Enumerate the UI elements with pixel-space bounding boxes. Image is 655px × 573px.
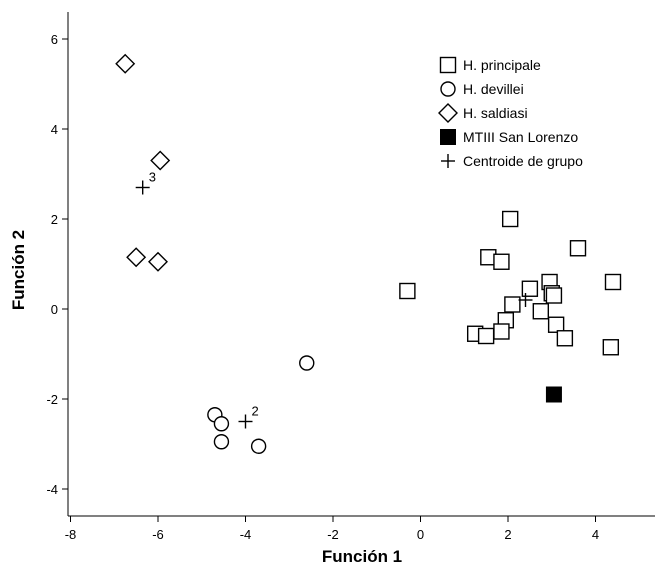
x-tick-label: 4 xyxy=(592,527,599,542)
point-h-principale xyxy=(556,330,574,347)
x-axis-title: Función 1 xyxy=(322,547,402,566)
axes: -8 -6 -4 -2 0 2 4 -4 -2 0 2 4 6 xyxy=(46,12,655,542)
point-h-saldiasi xyxy=(148,251,168,272)
point-h-principale xyxy=(477,327,495,345)
point-h-principale xyxy=(493,253,510,270)
point-centroide-de-grupo xyxy=(518,293,533,307)
point-h-principale xyxy=(602,339,620,356)
legend-marker xyxy=(441,154,455,168)
point-h-principale xyxy=(521,280,539,297)
point-centroide-de-grupo xyxy=(238,414,253,429)
y-tick-label: -4 xyxy=(46,482,58,497)
point-h-principale xyxy=(547,316,565,333)
x-tick-label: -8 xyxy=(65,527,77,542)
legend: H. principale H. devillei H. saldiasi MTIII… xyxy=(438,56,583,169)
legend-marker xyxy=(440,129,456,145)
point-mtiii-san-lorenzo xyxy=(545,386,562,403)
centroid-label: 2 xyxy=(252,404,259,419)
point-h-principale xyxy=(569,240,587,257)
point-h-devillei xyxy=(250,438,267,454)
point-h-principale xyxy=(493,323,510,340)
point-h-principale xyxy=(501,210,519,228)
point-h-principale xyxy=(504,296,521,313)
x-tick-label: 0 xyxy=(417,527,424,542)
point-h-saldiasi xyxy=(115,53,136,74)
legend-label: H. devillei xyxy=(463,81,524,97)
data-points: 23 xyxy=(115,53,622,454)
legend-label: H. principale xyxy=(463,57,541,73)
point-h-principale xyxy=(399,282,416,300)
x-tick-label: -4 xyxy=(240,527,252,542)
legend-label: Centroide de grupo xyxy=(463,153,583,169)
point-h-principale xyxy=(545,287,563,304)
y-axis-title: Función 2 xyxy=(9,230,28,310)
y-tick-label: 4 xyxy=(51,122,58,137)
point-h-principale xyxy=(532,303,550,320)
point-h-devillei xyxy=(213,434,230,450)
legend-marker xyxy=(440,81,456,97)
y-tick-label: 6 xyxy=(51,32,58,47)
point-h-devillei xyxy=(299,355,315,371)
centroid-label: 3 xyxy=(149,170,156,185)
y-tick-label: -2 xyxy=(46,392,58,407)
x-tick-label: 2 xyxy=(504,527,511,542)
point-h-saldiasi xyxy=(126,247,147,268)
legend-label: H. saldiasi xyxy=(463,105,528,121)
legend-marker xyxy=(438,103,458,123)
legend-marker xyxy=(439,56,457,74)
point-h-saldiasi xyxy=(150,150,171,171)
legend-label: MTIII San Lorenzo xyxy=(463,129,578,145)
point-h-devillei xyxy=(213,416,230,432)
y-tick-label: 0 xyxy=(51,302,58,317)
point-h-principale xyxy=(604,273,622,291)
y-tick-label: 2 xyxy=(51,212,58,227)
point-centroide-de-grupo xyxy=(135,180,150,195)
x-tick-label: -2 xyxy=(327,527,339,542)
x-tick-label: -6 xyxy=(152,527,164,542)
